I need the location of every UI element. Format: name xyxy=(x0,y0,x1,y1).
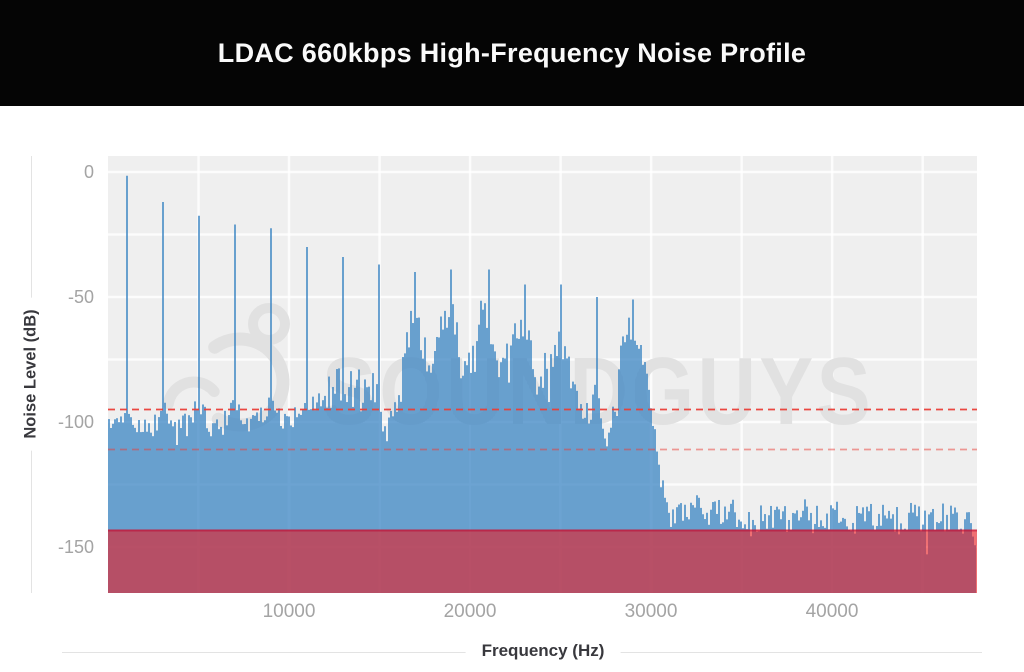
title-bar: LDAC 660kbps High-Frequency Noise Profil… xyxy=(0,0,1024,106)
y-tick-150: -150 xyxy=(57,537,94,557)
x-tick-20000: 20000 xyxy=(443,601,497,622)
x-axis-title: Frequency (Hz) xyxy=(465,641,621,661)
x-tick-10000: 10000 xyxy=(262,601,316,622)
noise-spectrum-canvas xyxy=(108,156,977,593)
y-tick-50: -50 xyxy=(67,287,94,307)
x-tick-40000: 40000 xyxy=(805,601,859,622)
chart-area: Noise Level (dB) 0 -50 -100 -150 10000 2… xyxy=(0,106,1024,672)
chart-title: LDAC 660kbps High-Frequency Noise Profil… xyxy=(217,37,807,68)
y-tick-0: 0 xyxy=(83,162,94,182)
y-tick-100: -100 xyxy=(57,412,94,432)
plot-area xyxy=(108,156,977,593)
x-tick-30000: 30000 xyxy=(624,601,678,622)
